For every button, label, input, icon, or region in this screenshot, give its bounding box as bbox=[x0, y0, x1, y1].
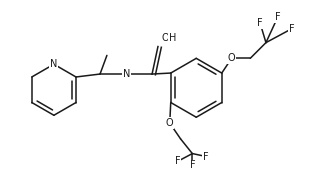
Text: N: N bbox=[123, 69, 130, 79]
Text: H: H bbox=[169, 33, 176, 43]
Text: F: F bbox=[257, 18, 263, 28]
Text: O: O bbox=[228, 53, 236, 63]
Text: O: O bbox=[162, 33, 169, 43]
Text: F: F bbox=[289, 24, 294, 34]
Text: N: N bbox=[50, 59, 58, 69]
Text: F: F bbox=[175, 156, 180, 166]
Text: F: F bbox=[275, 12, 280, 22]
Text: F: F bbox=[203, 152, 209, 162]
Text: F: F bbox=[189, 160, 195, 170]
Text: O: O bbox=[166, 118, 173, 128]
